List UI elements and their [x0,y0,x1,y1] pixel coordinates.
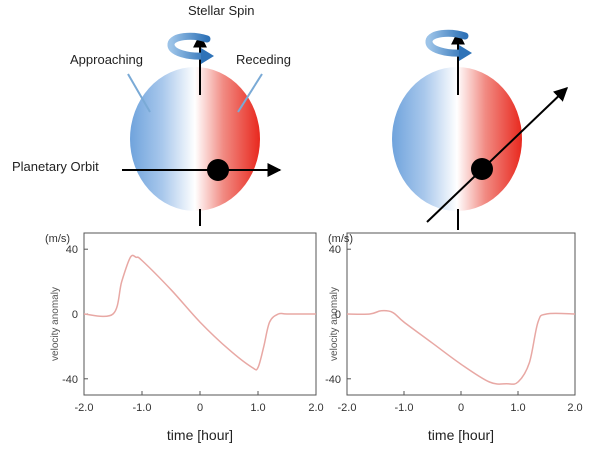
x-tick-label: -1.0 [133,402,152,414]
receding-pointer [237,73,263,113]
x-tick-label: 1.0 [510,402,525,414]
x-tick-label: -2.0 [338,402,357,414]
y-axis-label: velocity anomaly [50,287,61,361]
y-tick-label: -40 [62,374,78,386]
y-tick-label: 0 [72,309,78,321]
y-tick-label: -40 [325,374,341,386]
velocity-curve-right [346,309,576,385]
plot-frame [346,232,576,396]
planet-left [207,159,229,181]
x-tick-label: 0 [197,402,203,414]
unit-label: (m/s) [328,233,353,245]
x-axis-label: time [hour] [428,427,494,443]
y-tick-label: 40 [329,244,341,256]
star-disk-left [130,67,260,211]
x-tick-label: 0 [458,402,464,414]
orbit-path-right [426,87,569,223]
stellar-spin-label: Stellar Spin [188,3,254,18]
left-star-diagram: Stellar Spin Approaching Receding Planet… [12,3,291,226]
receding-label: Receding [236,52,291,67]
x-axis-label: time [hour] [167,427,233,443]
right-chart: (m/s) velocity anomaly -2.0 -1.0 0 1.0 2.0 40… [325,232,583,443]
approaching-label: Approaching [70,52,143,67]
spin-arrow-icon [425,29,472,61]
y-axis-label: velocity anomaly [329,287,340,361]
x-tick-label: 2.0 [308,402,323,414]
x-tick-label: 2.0 [567,402,582,414]
spin-arrow-icon [167,32,214,64]
velocity-curve-left [83,254,316,371]
y-tick-label: 0 [335,309,341,321]
right-star-diagram [392,29,569,230]
x-tick-label: 1.0 [250,402,265,414]
planet-right [471,158,493,180]
unit-label: (m/s) [45,233,70,245]
y-tick-label: 40 [66,244,78,256]
x-tick-label: -2.0 [75,402,94,414]
planetary-orbit-label: Planetary Orbit [12,159,99,174]
approaching-pointer [127,73,151,113]
x-tick-label: -1.0 [395,402,414,414]
left-chart: (m/s) velocity anomaly -2.0 -1.0 0 1.0 2.0 40… [45,232,324,443]
